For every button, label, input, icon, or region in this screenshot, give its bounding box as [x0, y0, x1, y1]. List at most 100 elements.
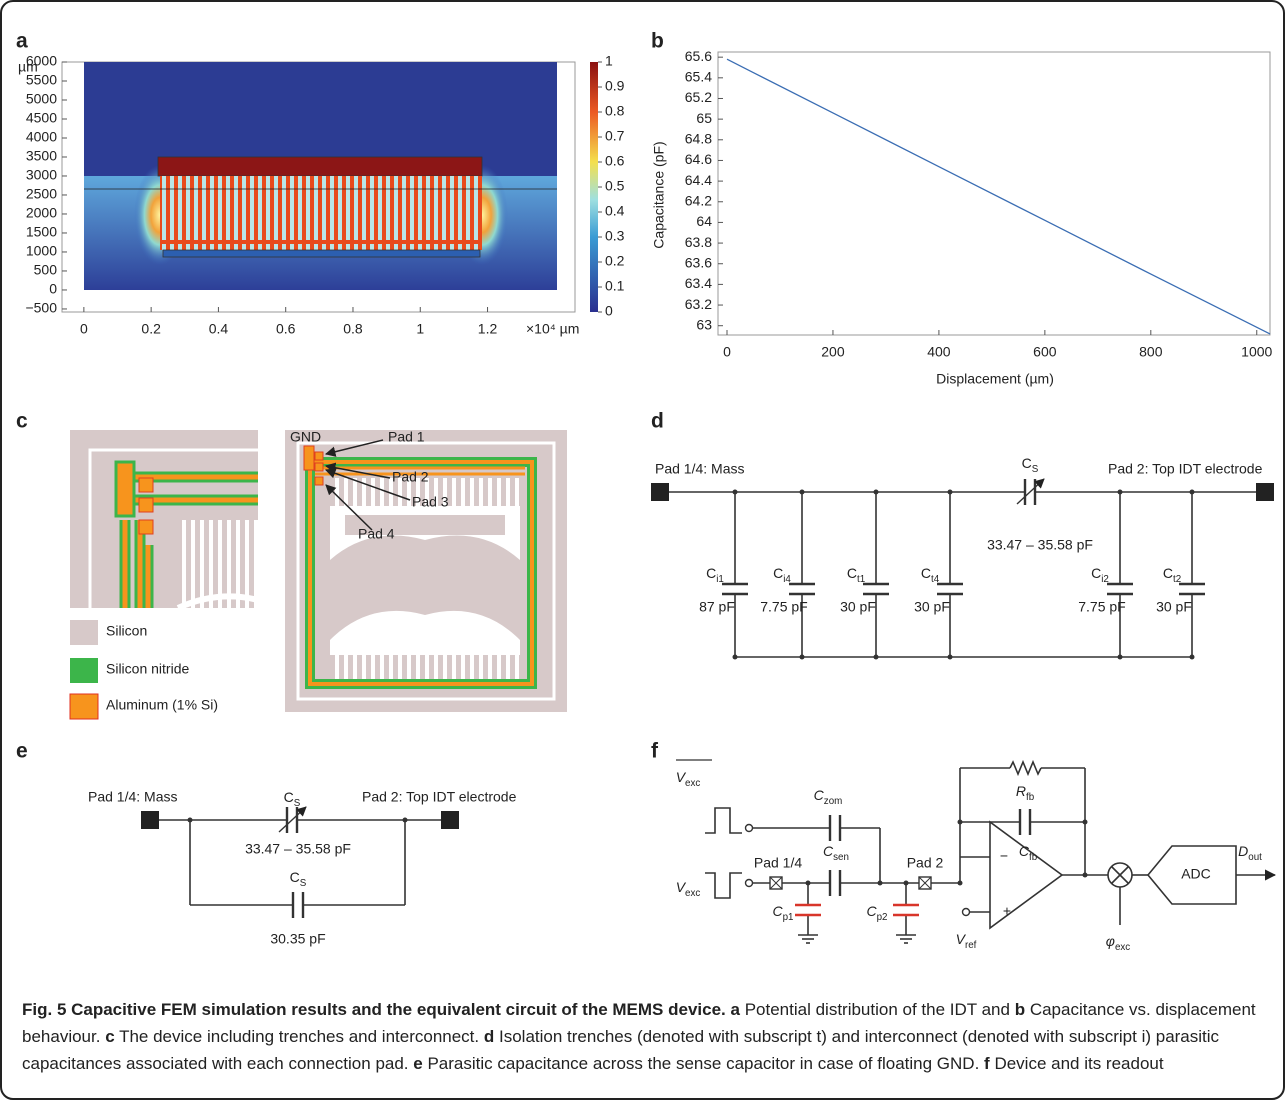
y-tick-label: 1500 [26, 224, 57, 240]
symbol-label: Ct1 [847, 565, 865, 585]
subscript: fb [1029, 852, 1038, 863]
value-label: 30 pF [840, 599, 876, 615]
x-tick-label: 800 [1139, 344, 1163, 360]
caption-text: Capacitance vs. displacement behaviour. [22, 1000, 1256, 1046]
y-tick-label: 4500 [26, 110, 57, 126]
symbol: V [956, 931, 967, 947]
y-tick-label: 2000 [26, 205, 57, 221]
y-tick-label: 64 [696, 213, 712, 229]
symbol-label: CS [1022, 455, 1039, 475]
node [799, 489, 805, 495]
subscript: ref [965, 940, 977, 951]
symbol-label: φexc [1106, 933, 1130, 953]
terminal [744, 823, 754, 833]
subscript: i1 [716, 574, 724, 585]
subscript: zom [824, 796, 843, 807]
y-tick-label: 0 [49, 281, 57, 297]
panel-label: e [16, 740, 28, 763]
legend-label: Silicon [106, 623, 147, 639]
subscript: S [294, 798, 301, 809]
colorbar-label: 0.9 [605, 78, 625, 94]
node [1117, 489, 1123, 495]
pad-label: Pad 4 [358, 526, 395, 542]
panel-label: c [16, 410, 28, 433]
colorbar-label: 0.4 [605, 203, 625, 219]
node [1082, 872, 1088, 878]
symbol-label: Cp2 [866, 903, 887, 923]
y-tick-label: 65.6 [685, 48, 712, 64]
caption-label: b [1014, 1000, 1026, 1019]
y-tick-label: 65 [696, 110, 712, 126]
subscript: t4 [931, 574, 940, 585]
pad [441, 811, 459, 829]
y-tick-label: 63.8 [685, 234, 712, 250]
symbol: C [847, 565, 857, 581]
x-tick-label: 200 [821, 344, 845, 360]
caption-text: Isolation trenches (denoted with subscri… [22, 1027, 1220, 1073]
pad [651, 483, 669, 501]
symbol-label: Czom [814, 787, 843, 807]
x-tick-label: 0.8 [343, 321, 363, 337]
pad [141, 811, 159, 829]
pad-label: Pad 2 [392, 469, 429, 485]
x-tick-label: 1 [416, 321, 424, 337]
symbol: C [1163, 565, 1173, 581]
colorbar-label: 0.8 [605, 103, 625, 119]
symbol-label: CS [284, 789, 301, 809]
terminal [961, 907, 971, 917]
variable-arrow [278, 806, 307, 833]
symbol-label: Rfb [1016, 783, 1035, 803]
node [877, 880, 883, 886]
subscript: p2 [877, 912, 888, 923]
caption-label: e [413, 1054, 423, 1073]
y-tick-label: 5500 [26, 72, 57, 88]
subscript: p1 [783, 912, 794, 923]
subscript: exc [685, 778, 700, 789]
value-label: 7.75 pF [760, 599, 807, 615]
caption-text: Parasitic capacitance across the sense c… [427, 1054, 980, 1073]
x-tick-label: 0.6 [276, 321, 296, 337]
x-tick-label: 0 [80, 321, 88, 337]
subscript: sen [833, 852, 849, 863]
subscript: exc [1115, 942, 1130, 953]
pad-label: Pad 1/4 [754, 855, 802, 871]
subscript: t1 [857, 574, 865, 585]
caption-label: c [105, 1027, 115, 1046]
panel-label: b [651, 30, 664, 53]
pad-label: Pad 3 [412, 494, 449, 510]
caption-text: Potential distribution of the IDT and [744, 1000, 1010, 1019]
y-tick-label: 2500 [26, 186, 57, 202]
subscript: out [1248, 852, 1262, 863]
y-tick-label: 63 [696, 316, 712, 332]
pad-label: Pad 2: Top IDT electrode [362, 789, 517, 805]
panel-label: f [651, 740, 659, 763]
x-tick-label: 1.2 [478, 321, 498, 337]
y-tick-label: 63.6 [685, 254, 712, 270]
symbol-label: Cfb [1019, 843, 1038, 863]
pulse [705, 807, 742, 834]
symbol: C [921, 565, 931, 581]
node [873, 489, 879, 495]
value-label: 7.75 pF [1078, 599, 1125, 615]
node [903, 880, 909, 886]
symbol: R [1016, 783, 1026, 799]
terminal [744, 878, 754, 888]
value-label: 87 pF [699, 599, 735, 615]
subscript: t2 [1173, 574, 1181, 585]
y-tick-label: 3500 [26, 148, 57, 164]
caption-label: d [483, 1027, 495, 1046]
symbol-label: Ci2 [1091, 565, 1109, 585]
wire [1111, 866, 1129, 884]
symbol-label: Vexc [676, 879, 701, 899]
subscript: i4 [783, 574, 791, 585]
y-tick-label: 64.2 [685, 192, 712, 208]
subscript: fb [1026, 792, 1035, 803]
y-tick-label: 4000 [26, 129, 57, 145]
value-label: 30 pF [1156, 599, 1192, 615]
subscript: S [300, 878, 307, 889]
symbol-label: Ct2 [1163, 565, 1181, 585]
legend-label: Silicon nitride [106, 661, 189, 677]
caption-label: a [730, 1000, 740, 1019]
colorbar-label: 0.5 [605, 178, 625, 194]
